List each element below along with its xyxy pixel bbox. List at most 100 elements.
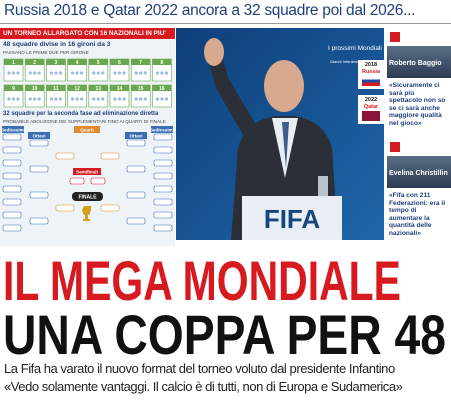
team-dot — [143, 97, 147, 101]
round-label: Sedicesimi — [150, 127, 174, 132]
team-dot — [101, 97, 105, 101]
group-head — [25, 85, 45, 91]
head — [264, 60, 304, 112]
team-dot — [49, 71, 54, 75]
match-box — [153, 224, 173, 232]
group-head — [88, 85, 108, 91]
rule — [0, 23, 451, 24]
cup-year: 2018 — [364, 62, 378, 68]
team-dot — [160, 97, 164, 101]
team-dot — [139, 71, 143, 75]
match-box — [2, 224, 22, 232]
team-dot — [75, 71, 79, 75]
team-dot — [117, 71, 122, 75]
infographic-graphics: 1 2 3 4 5 6 7 89 10 11 12 13 14 15 16SedicesimiOttaviQ… — [1, 58, 174, 232]
team-dot — [134, 71, 138, 75]
portrait — [387, 156, 451, 188]
team-dot — [54, 71, 58, 75]
group-head — [110, 59, 129, 65]
group-head — [88, 59, 108, 65]
group-head — [67, 59, 87, 65]
cup-year: 2022 — [364, 97, 378, 103]
group-head — [152, 85, 172, 91]
match-box — [153, 211, 173, 219]
match-box — [153, 159, 173, 167]
round-label-bg — [28, 132, 50, 139]
tie — [282, 122, 289, 168]
match-box — [29, 191, 49, 199]
team-dot — [96, 71, 100, 75]
cup-flag — [362, 111, 380, 121]
match-box — [126, 165, 146, 173]
team-dot — [113, 71, 117, 75]
team-dot — [122, 71, 126, 75]
match-box — [126, 191, 146, 199]
team-dot — [28, 97, 32, 101]
group-number: 5 — [97, 60, 100, 66]
team-dot — [139, 97, 143, 101]
match-box — [2, 133, 22, 141]
headline-2: UNA COPPA PER 48 — [3, 303, 446, 360]
match-box — [153, 146, 173, 154]
team-dot — [16, 71, 20, 75]
knockout-note: PROBABILE ABOLIZIONE DEI SUPPLEMENTARI F… — [3, 119, 166, 124]
match-box — [100, 204, 120, 212]
quotes-column: Roberto Baggio «Sicuramente ci sarà più s… — [387, 28, 451, 243]
team-dot — [92, 97, 96, 101]
cup-flag — [362, 76, 380, 86]
group-number: 3 — [55, 60, 58, 66]
quote-icon — [390, 142, 400, 152]
info-header: UN TORNEO ALLARGATO CON 16 NAZIONALI IN … — [0, 28, 175, 39]
team-dot — [101, 71, 105, 75]
team-dot — [155, 97, 159, 101]
portrait — [387, 46, 451, 78]
round-label: Ottavi — [32, 133, 45, 138]
round-label-bg — [125, 132, 147, 139]
match-box — [2, 211, 22, 219]
team-dot — [49, 97, 54, 101]
photo-caption: Gianni Infantino 46 anni — [330, 59, 372, 64]
cup-box: 2018 Russia — [358, 60, 384, 89]
match-box — [153, 133, 173, 141]
match-box — [29, 139, 49, 147]
group-head — [25, 59, 45, 65]
lead: La Fifa ha varato il nuovo format del to… — [4, 360, 450, 396]
group-head — [67, 85, 87, 91]
match-box — [55, 204, 75, 212]
final-label: FINALE — [78, 195, 97, 201]
match-box — [29, 165, 49, 173]
match-box — [69, 177, 85, 185]
group-number: 14 — [117, 86, 123, 92]
kicker: Russia 2018 e Qatar 2022 ancora a 32 squ… — [4, 2, 416, 19]
group-number: 11 — [53, 86, 59, 92]
group-number: 12 — [74, 86, 80, 92]
team-dot — [71, 71, 75, 75]
round-label: Sedicesimi — [1, 127, 25, 132]
team-dot — [11, 97, 16, 101]
team-dot — [160, 71, 164, 75]
quote-text: «Sicuramente ci sarà più spettacolo non … — [389, 82, 446, 127]
team-dot — [92, 71, 96, 75]
team-dot — [11, 71, 16, 75]
group-head — [46, 59, 66, 65]
group-number: 16 — [159, 86, 165, 92]
round-label-bg — [151, 126, 173, 133]
team-dot — [33, 71, 37, 75]
match-box — [126, 139, 146, 147]
team-dot — [54, 97, 58, 101]
group-number: 1 — [12, 60, 15, 66]
cup-host: Qatar — [363, 103, 379, 110]
team-dot — [113, 97, 117, 101]
group-head — [131, 85, 151, 91]
team-dot — [155, 71, 159, 75]
group-head — [46, 85, 66, 91]
arm — [206, 43, 258, 140]
group-head — [131, 59, 151, 65]
cup-host: Russia — [361, 68, 381, 75]
cup-box: 2022 Qatar — [358, 95, 384, 124]
next-cups: 2018 Russia 2022 Qatar — [358, 60, 384, 130]
match-box — [153, 185, 173, 193]
team-dot — [80, 97, 84, 101]
group-number: 15 — [138, 86, 144, 92]
group-number: 10 — [32, 86, 38, 92]
